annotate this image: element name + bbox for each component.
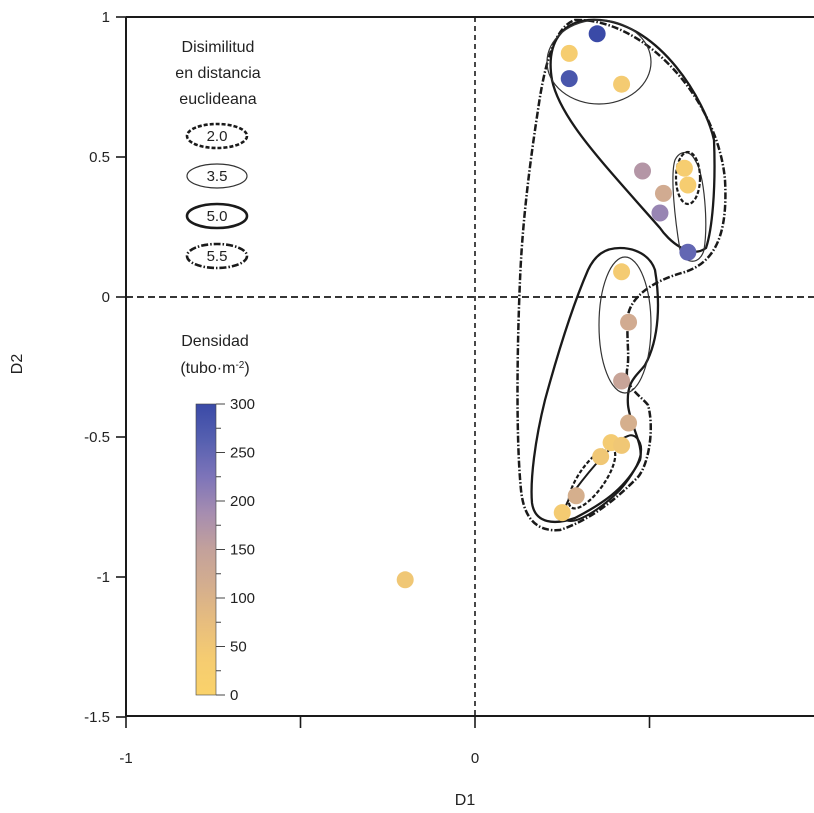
data-point [613,436,631,454]
colorbar-tick-label: 0 [230,687,238,704]
axes: 1 0.5 0 -0.5 -1 -1.5 -1 0 [84,9,814,767]
data-point [634,162,652,180]
data-point [560,70,578,88]
data-points [396,25,697,589]
colorbar-tick-label: 50 [230,639,247,656]
data-point [396,571,414,589]
data-point [679,176,697,194]
legend-label-5-5: 5.5 [207,248,228,265]
data-point [613,263,631,281]
density-legend-unit: (tubo·m-2) [180,360,249,378]
legend-ellipse-2-0 [185,122,249,150]
reference-lines [126,17,814,716]
data-point [620,414,638,432]
data-point [592,448,610,466]
y-tick-label: -1 [97,569,110,586]
x-tick-label: -1 [119,750,132,767]
y-tick-label: -0.5 [84,429,110,446]
cluster-outline-3-5-top [546,19,652,105]
y-tick-label: -1.5 [84,709,110,726]
dissimilarity-legend-title-line-2: en distancia [175,65,260,82]
data-point [567,487,585,505]
legend-ellipse-5-0 [185,202,249,230]
density-legend-title: Densidad [181,333,249,350]
cluster-outline-3-5-middle [598,256,652,394]
data-point [560,44,578,62]
data-point [675,159,693,177]
y-tick-label: 0.5 [89,149,110,166]
x-axis-title: D1 [455,792,476,809]
legend-label-2-0: 2.0 [207,128,228,145]
data-point [654,184,672,202]
cluster-outline-2-0-right [674,150,702,206]
dissimilarity-legend-title-line-1: Disimilitud [182,39,255,56]
y-axis-title: D2 [9,354,26,375]
legend-label-3-5: 3.5 [207,168,228,185]
colorbar-tick-label: 150 [230,542,255,559]
data-point [588,25,606,43]
data-point [679,243,697,261]
density-colorbar [195,403,217,696]
colorbar-tick-label: 250 [230,445,255,462]
dissimilarity-legend-title-line-3: euclideana [179,91,257,108]
cluster-outline-5-0-bottom [530,246,660,524]
legend-label-5-0: 5.0 [207,208,228,225]
legend-ellipse-5-5 [185,242,249,270]
legend-ellipse-3-5 [186,163,248,189]
data-point [651,204,669,222]
data-point [613,75,631,93]
y-tick-label: 1 [102,9,110,26]
data-point [553,504,571,522]
cluster-outline-2-0-lower [567,446,617,510]
cluster-outline-5-5 [516,18,727,532]
density-legend: Densidad (tubo·m-2) 300 250 200 150 100 50 0 [180,333,255,704]
cluster-outline-3-5-right [672,151,707,262]
data-point [620,313,638,331]
x-tick-label: 0 [471,750,479,767]
data-point [613,372,631,390]
colorbar-tick-label: 100 [230,590,255,607]
dissimilarity-legend: Disimilitud en distancia euclideana 2.0 … [175,39,261,270]
colorbar-ticks: 300 250 200 150 100 50 0 [216,396,255,704]
y-tick-label: 0 [102,289,110,306]
colorbar-tick-label: 300 [230,396,255,413]
cluster-outline-5-0-lower-inner [563,434,643,522]
colorbar-tick-label: 200 [230,493,255,510]
